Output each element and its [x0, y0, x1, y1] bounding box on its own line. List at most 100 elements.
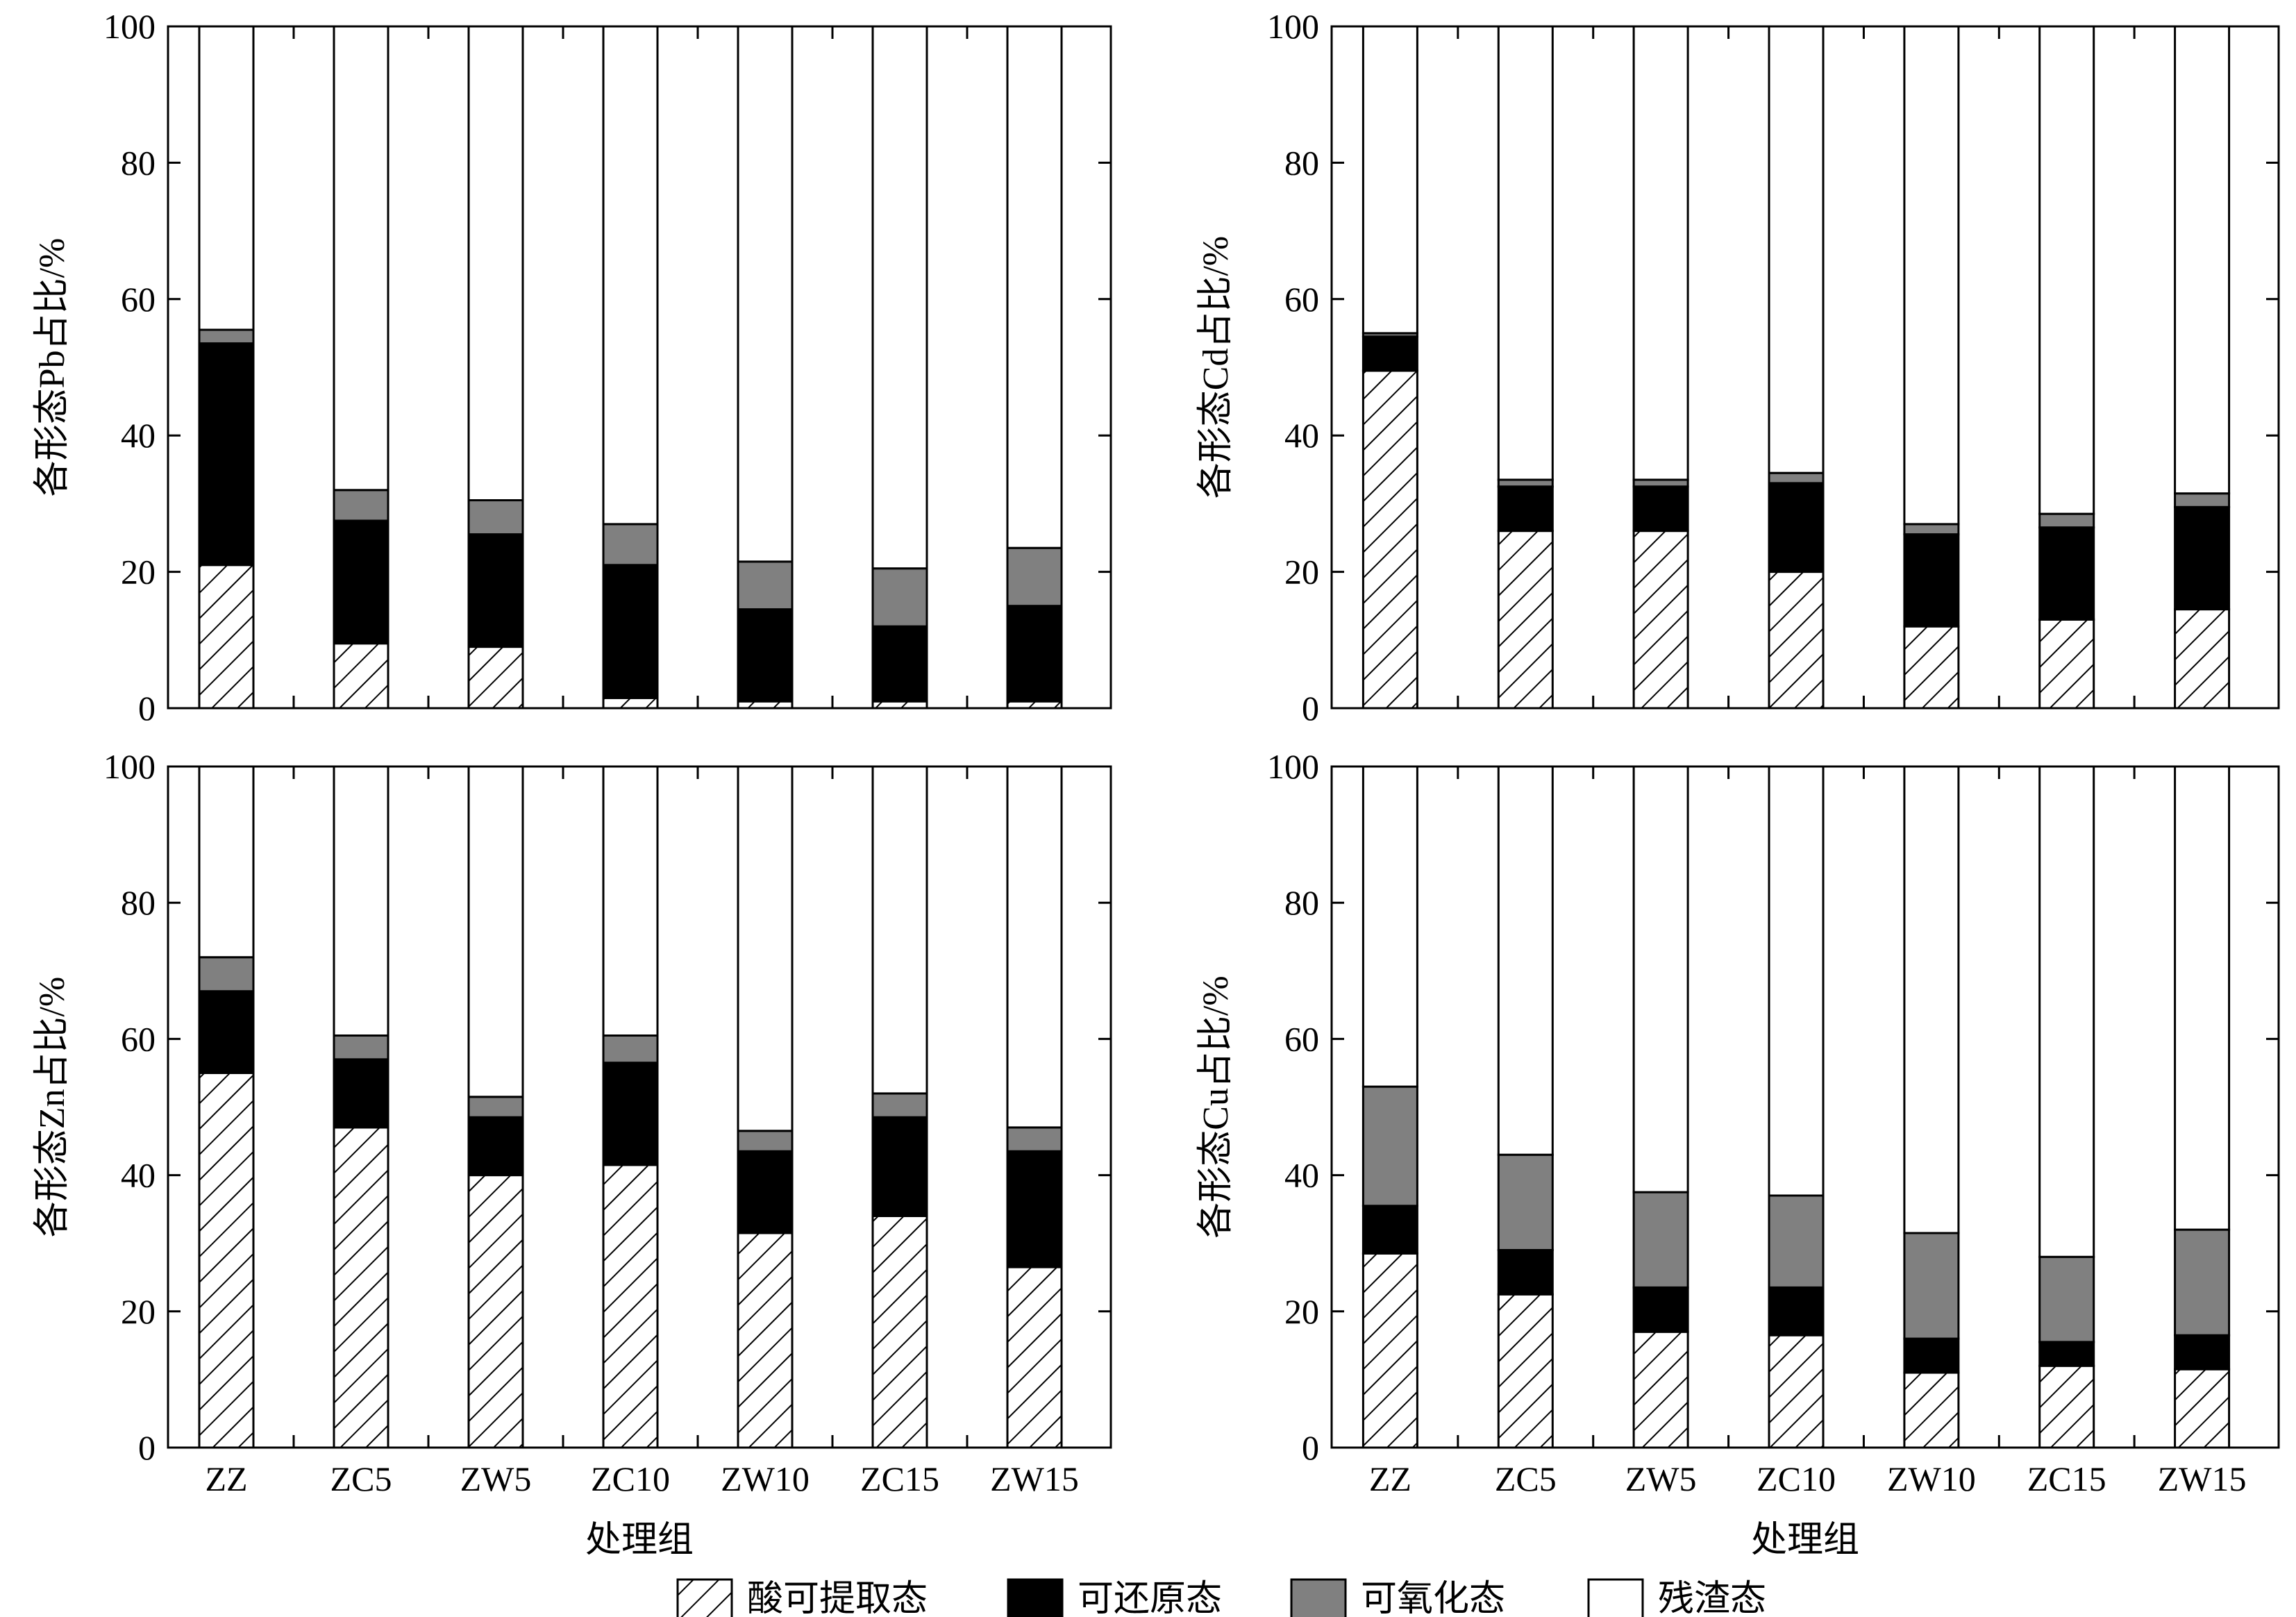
- bar-residual-ZC10: [602, 25, 659, 526]
- bar-residual-ZW10: [737, 765, 794, 1132]
- y-axis-title: 各形态Zn占比/%: [33, 977, 72, 1238]
- y-tick-label: 100: [1267, 747, 1319, 786]
- bar-reducible-ZW15: [2174, 505, 2231, 611]
- chart-panel-bottom-right: 0 20 40 60 80 100 ZZ ZC5 ZW5 ZC10 ZW10 ZC15 ZW15 处理组 各…: [1196, 747, 2280, 1560]
- bar-reducible-ZW5: [1632, 485, 1689, 533]
- y-tick-label: 80: [121, 883, 156, 922]
- bar-oxidizable-ZW5: [1632, 1191, 1689, 1289]
- y-tick-label: 20: [1284, 553, 1319, 592]
- bar-acid-extractable-ZC15: [871, 1215, 928, 1449]
- bar-oxidizable-ZC15: [2038, 512, 2095, 529]
- bar-reducible-ZC10: [602, 564, 659, 699]
- y-axis-title: 各形态Cu占比/%: [1196, 975, 1236, 1238]
- x-tick-label-ZW5: ZW5: [1625, 1459, 1697, 1498]
- bar-acid-extractable-ZZ: [198, 1071, 255, 1449]
- y-tick-label: 0: [1302, 1428, 1319, 1467]
- bar-reducible-ZZ: [1361, 335, 1418, 372]
- bar-reducible-ZZ: [1361, 1205, 1418, 1255]
- bar-residual-ZW15: [2174, 765, 2231, 1231]
- bar-oxidizable-ZW15: [1006, 1126, 1063, 1153]
- bar-acid-extractable-ZW5: [1632, 530, 1689, 710]
- bar-residual-ZC10: [602, 765, 659, 1037]
- y-tick-label: 0: [138, 1428, 156, 1467]
- y-tick-label: 20: [121, 1292, 156, 1331]
- chart-panels: 0 20 40 60 80 100 各形态Pb占比/% 0 20 40 60 80 100 各形态Cd占比…: [33, 7, 2280, 1560]
- x-tick-label-ZC10: ZC10: [591, 1459, 670, 1498]
- bar-oxidizable-ZC5: [333, 1034, 389, 1061]
- x-tick-label-ZC15: ZC15: [860, 1459, 939, 1498]
- bar-reducible-ZC15: [871, 625, 928, 703]
- chart-panel-top-right: 0 20 40 60 80 100 各形态Cd占比/%: [1196, 7, 2280, 728]
- bar-acid-extractable-ZC10: [1768, 1334, 1825, 1449]
- y-tick-label: 20: [121, 553, 156, 592]
- legend-label: 酸可提取态: [747, 1580, 928, 1617]
- bar-acid-extractable-ZZ: [1361, 1252, 1418, 1449]
- bar-acid-extractable-ZW15: [2174, 608, 2231, 710]
- y-tick-label: 80: [121, 143, 156, 182]
- bar-residual-ZC5: [1497, 25, 1554, 481]
- bar-reducible-ZW15: [1006, 605, 1063, 703]
- bar-residual-ZZ: [198, 765, 255, 959]
- bar-residual-ZW5: [467, 765, 524, 1098]
- plot-frame: [167, 25, 1112, 710]
- legend-swatch: [1007, 1578, 1064, 1617]
- bar-reducible-ZC5: [333, 519, 389, 645]
- bar-reducible-ZC5: [333, 1058, 389, 1129]
- x-tick-label-ZZ: ZZ: [1369, 1459, 1411, 1498]
- bar-oxidizable-ZC15: [871, 1092, 928, 1119]
- y-tick-label: 80: [1284, 883, 1319, 922]
- bar-acid-extractable-ZZ: [1361, 369, 1418, 710]
- bar-oxidizable-ZC10: [602, 523, 659, 567]
- y-tick-label: 60: [1284, 280, 1319, 319]
- bar-acid-extractable-ZW5: [467, 646, 524, 710]
- legend-item-oxidizable: 可氧化态: [1290, 1578, 1505, 1617]
- bar-residual-ZC5: [333, 25, 389, 492]
- bar-acid-extractable-ZW15: [1006, 1266, 1063, 1449]
- bar-acid-extractable-ZC5: [1497, 530, 1554, 710]
- bar-reducible-ZW5: [467, 1116, 524, 1177]
- bar-acid-extractable-ZW15: [2174, 1368, 2231, 1449]
- x-tick-label-ZW15: ZW15: [2158, 1459, 2247, 1498]
- bar-residual-ZW10: [737, 25, 794, 563]
- bar-reducible-ZW10: [1903, 1337, 1960, 1374]
- bar-residual-ZC15: [2038, 765, 2095, 1258]
- y-tick-label: 0: [1302, 689, 1319, 728]
- x-axis-title: 处理组: [1751, 1520, 1859, 1560]
- legend-swatch: [1587, 1578, 1644, 1617]
- x-tick-label-ZW5: ZW5: [460, 1459, 532, 1498]
- bar-acid-extractable-ZW5: [1632, 1330, 1689, 1449]
- bar-oxidizable-ZC5: [333, 489, 389, 522]
- x-tick-label-ZC10: ZC10: [1757, 1459, 1836, 1498]
- bar-reducible-ZW15: [1006, 1150, 1063, 1268]
- bar-oxidizable-ZC5: [1497, 1153, 1554, 1251]
- legend-label: 残渣态: [1658, 1580, 1766, 1617]
- bar-oxidizable-ZW15: [1006, 546, 1063, 608]
- chart-panel-top-left: 0 20 40 60 80 100 各形态Pb占比/%: [33, 7, 1112, 728]
- bar-oxidizable-ZC10: [1768, 471, 1825, 485]
- legend-label: 可还原态: [1078, 1580, 1222, 1617]
- bar-residual-ZZ: [1361, 765, 1418, 1088]
- bar-oxidizable-ZC10: [602, 1034, 659, 1064]
- bar-residual-ZW5: [467, 25, 524, 501]
- bar-residual-ZZ: [198, 25, 255, 331]
- y-tick-label: 60: [121, 1019, 156, 1058]
- y-tick-label: 60: [121, 280, 156, 319]
- bar-residual-ZC10: [1768, 765, 1825, 1197]
- bar-residual-ZW10: [1903, 25, 1960, 526]
- bar-residual-ZW15: [1006, 765, 1063, 1129]
- legend-swatch: [1290, 1578, 1347, 1617]
- bar-residual-ZZ: [1361, 25, 1418, 335]
- bar-oxidizable-ZW10: [737, 1130, 794, 1153]
- bar-reducible-ZZ: [198, 990, 255, 1074]
- bar-reducible-ZW10: [737, 1150, 794, 1234]
- bar-residual-ZW5: [1632, 25, 1689, 481]
- y-tick-label: 60: [1284, 1019, 1319, 1058]
- y-tick-label: 80: [1284, 143, 1319, 182]
- chart-panel-bottom-left: 0 20 40 60 80 100 ZZ ZC5 ZW5 ZC10 ZW10 ZC15 ZW15 处理组 各…: [33, 747, 1112, 1560]
- bar-oxidizable-ZZ: [198, 328, 255, 345]
- bar-residual-ZC15: [2038, 25, 2095, 515]
- bar-residual-ZC5: [333, 765, 389, 1037]
- bar-residual-ZC15: [871, 25, 928, 570]
- bar-acid-extractable-ZZ: [198, 564, 255, 710]
- bar-reducible-ZZ: [198, 342, 255, 567]
